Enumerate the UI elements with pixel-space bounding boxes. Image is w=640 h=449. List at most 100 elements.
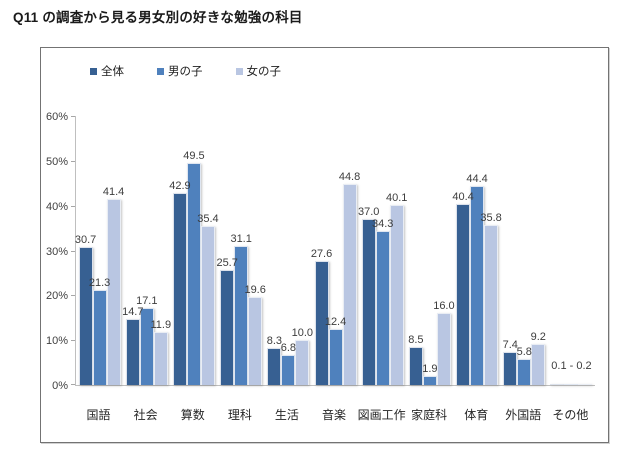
legend-swatch-icon (157, 67, 164, 75)
bar-value-label: 40.4 (452, 190, 474, 203)
x-axis-label: 国語 (86, 408, 111, 422)
bar: 35.4 (197, 213, 219, 385)
category-group-8: 8.5 1.9 16.0 (406, 116, 455, 385)
x-axis-label: 図画工作 (357, 408, 406, 422)
bar-value-label: 12.4 (324, 316, 347, 329)
bar: 21.3 (89, 277, 110, 385)
y-axis-tick-mark (71, 295, 75, 297)
legend-item: 女の子 (235, 63, 282, 79)
chart-legend: 全体 男の子 女の子 (90, 63, 281, 79)
chart-frame: 全体 男の子 女の子 0% 10% 20% 30% 40% 50% 60% 30.7 21.3 41.… (40, 47, 609, 443)
bar-value-label: 6.8 (280, 341, 296, 354)
bar-value-label: 30.7 (74, 234, 97, 247)
page-title: Q11 の調査から見る男女別の好きな勉強の科目 (13, 10, 303, 25)
bar: 10.0 (292, 327, 313, 385)
bar: 37.0 (358, 206, 379, 385)
category-group-7: 37.0 34.3 40.1 (358, 116, 407, 385)
bar: 16.0 (433, 300, 455, 385)
bar: 44.8 (339, 171, 360, 385)
bar-value-label: 19.6 (244, 284, 266, 297)
bar: 1.9 (422, 363, 438, 385)
x-axis-label: 体育 (464, 408, 489, 422)
bar-value-label: 42.9 (169, 179, 191, 192)
legend-item: 男の子 (157, 63, 203, 79)
plot-area: 0% 10% 20% 30% 40% 50% 60% 30.7 21.3 41.4 14.7 17.1… (46, 111, 595, 392)
y-axis-tick-mark (71, 205, 75, 207)
x-axis-label: 社会 (133, 408, 158, 422)
category-group-6: 27.6 12.4 44.8 (310, 116, 360, 385)
y-axis-tick-label: 50% (45, 155, 68, 168)
bar: 19.6 (244, 284, 266, 385)
y-axis-tick-mark (71, 340, 75, 342)
y-axis-tick-label: 10% (45, 335, 68, 348)
x-axis-labels: 国語 社会 算数 理科 生活 音楽 図画工作 家庭科 体育 外国語 その他 (75, 406, 594, 423)
bar: 42.9 (169, 180, 191, 385)
bar-value-label: 49.5 (183, 150, 205, 163)
bar (578, 384, 593, 385)
bar: 5.8 (517, 346, 532, 385)
bar: 11.9 (150, 319, 171, 385)
y-axis-tick-mark (71, 384, 75, 385)
bar-value-label: 44.4 (466, 172, 488, 185)
bar: 40.1 (386, 192, 407, 385)
y-axis-tick-label: 60% (45, 111, 68, 123)
bar-value-label: 16.0 (433, 300, 455, 313)
x-axis-label: 家庭科 (411, 408, 448, 422)
bar-value-label: 27.6 (310, 248, 333, 261)
legend-label: 男の子 (168, 66, 203, 78)
legend-label: 女の子 (246, 66, 282, 78)
y-axis-tick-label: 30% (45, 245, 68, 258)
bar: 12.4 (325, 316, 346, 385)
bar: 35.8 (480, 212, 502, 385)
other-combined-value-label: 0.1 - 0.2 (551, 360, 592, 372)
legend-swatch-icon (90, 67, 97, 75)
category-group-5: 8.3 6.8 10.0 (265, 116, 313, 385)
bar-value-label: 17.1 (136, 295, 158, 308)
bar: 8.5 (408, 334, 424, 385)
x-axis-label: その他 (552, 408, 589, 422)
category-group-4: 25.7 31.1 19.6 (216, 116, 266, 385)
bar-value-label: 41.4 (102, 186, 125, 199)
bar (550, 384, 565, 385)
bar: 44.4 (466, 173, 488, 385)
legend-item: 全体 (90, 63, 124, 79)
bar: 6.8 (281, 342, 296, 385)
category-group-10: 7.4 5.8 9.2 (501, 116, 548, 385)
y-axis-tick-mark (71, 160, 75, 162)
bar-value-label: 14.7 (122, 306, 144, 319)
bar: 9.2 (531, 331, 546, 385)
legend-label: 全体 (101, 66, 124, 78)
bar-value-label: 1.9 (422, 363, 438, 376)
y-axis-tick-label: 0% (52, 380, 68, 392)
category-group-9: 40.4 44.4 35.8 (452, 116, 502, 385)
category-group-11: 0.1 - 0.2 (548, 116, 595, 385)
bar: 25.7 (216, 257, 238, 385)
bar-value-label: 21.3 (88, 276, 111, 289)
x-axis-label: 算数 (180, 408, 205, 422)
category-group-3: 42.9 49.5 35.4 (169, 116, 219, 385)
legend-swatch-icon (235, 67, 243, 75)
y-axis-tick-mark (71, 250, 75, 252)
bar-value-label: 11.9 (150, 318, 172, 331)
x-axis-label: 音楽 (322, 408, 347, 422)
bar: 7.4 (503, 339, 518, 385)
bar: 17.1 (136, 295, 157, 385)
bar: 8.3 (267, 335, 282, 385)
bar-value-label: 8.3 (266, 334, 282, 347)
category-group-2: 14.7 17.1 11.9 (122, 116, 171, 385)
bar: 30.7 (75, 234, 96, 385)
y-axis-tick-mark (71, 116, 75, 117)
y-axis-tick-label: 20% (45, 290, 68, 303)
category-group-1: 30.7 21.3 41.4 (75, 116, 125, 385)
bar: 49.5 (183, 150, 205, 385)
bar: 34.3 (372, 218, 393, 385)
bar-value-label: 35.8 (480, 211, 502, 224)
bar-value-label: 9.2 (530, 330, 546, 343)
x-axis-label: 理科 (227, 408, 252, 422)
bar-value-label: 34.3 (372, 218, 394, 231)
bar (564, 384, 579, 385)
y-axis-tick-label: 40% (45, 200, 68, 213)
x-axis-label: 外国語 (505, 408, 542, 422)
bar-value-label: 35.4 (197, 213, 219, 226)
